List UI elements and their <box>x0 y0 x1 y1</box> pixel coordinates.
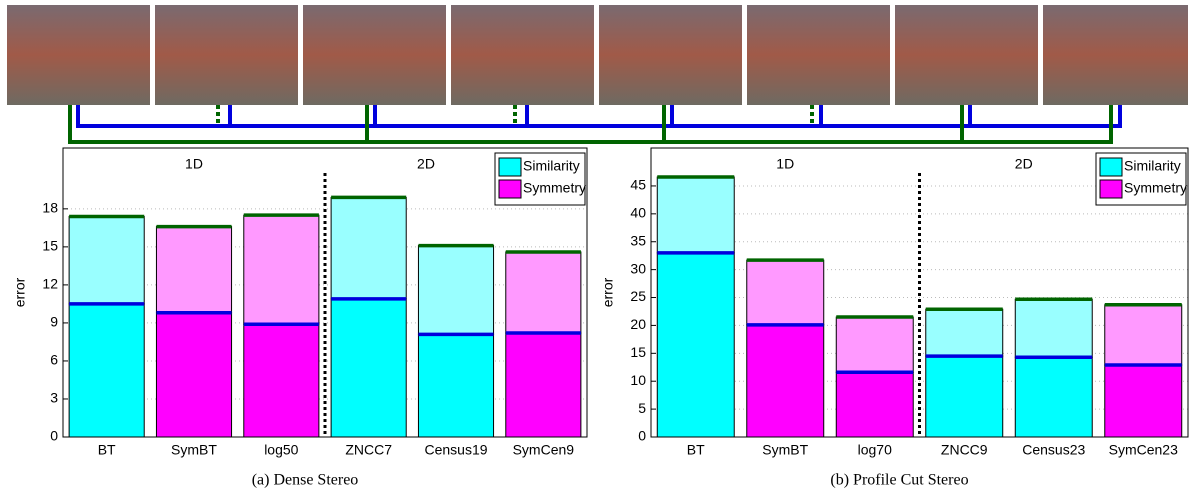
photo <box>599 5 742 105</box>
y-tick-label: 5 <box>638 400 646 416</box>
caption: (a) Dense Stereo <box>252 472 359 489</box>
y-tick-label: 15 <box>630 344 646 360</box>
bar-base <box>156 313 231 437</box>
y-tick-label: 9 <box>50 314 58 330</box>
bar-base <box>244 324 319 437</box>
x-tick-label: SymCen9 <box>513 442 575 458</box>
bar-upper <box>69 216 144 303</box>
bar-base <box>331 299 406 437</box>
photo <box>895 5 1038 105</box>
legend-swatch <box>499 158 521 176</box>
bar-upper <box>331 197 406 298</box>
bar-base <box>747 325 824 437</box>
figure: 0 3 6 9 12 15 18 error BT SymBT log50 ZNCC7 Census19… <box>0 0 1195 493</box>
bar-upper <box>836 317 913 372</box>
x-tick-label: Census23 <box>1022 442 1085 458</box>
x-tick-label: BT <box>98 442 116 458</box>
x-tick-label: SymBT <box>171 442 217 458</box>
y-tick-label: 12 <box>42 276 58 292</box>
photo <box>1043 5 1188 105</box>
y-tick-label: 6 <box>50 352 58 368</box>
bar-base <box>69 304 144 437</box>
x-tick-label: ZNCC9 <box>941 442 988 458</box>
y-tick-label: 45 <box>630 177 646 193</box>
legend-label: Symmetry <box>1124 180 1187 196</box>
group-label: 2D <box>1015 156 1033 172</box>
photos <box>7 5 1188 105</box>
bar-upper <box>1015 299 1092 357</box>
bar-base <box>506 333 581 437</box>
page: {"chart_data":[ {"type":"bar","caption":… <box>0 0 1195 493</box>
y-tick-label: 25 <box>630 288 646 304</box>
y-axis-label: error <box>12 277 28 307</box>
x-tick-label: SymBT <box>762 442 808 458</box>
y-tick-label: 40 <box>630 205 646 221</box>
legend-label: Symmetry <box>523 180 586 196</box>
pair-lines <box>70 105 1120 142</box>
bar-upper <box>747 260 824 325</box>
bar-base <box>1015 357 1092 437</box>
x-tick-label: BT <box>687 442 705 458</box>
bar-upper <box>1105 305 1182 365</box>
bar-base <box>1105 365 1182 437</box>
bar-upper <box>418 246 493 335</box>
legend-swatch <box>1100 180 1122 198</box>
green-pairs <box>70 105 1111 142</box>
bar-upper <box>926 309 1003 356</box>
y-axis-label: error <box>600 277 616 307</box>
bar-base <box>418 334 493 437</box>
y-tick-label: 3 <box>50 390 58 406</box>
group-label: 1D <box>185 156 203 172</box>
legend-swatch <box>499 180 521 198</box>
x-tick-label: Census19 <box>424 442 487 458</box>
bar-upper <box>156 227 231 313</box>
y-tick-label: 0 <box>50 428 58 444</box>
photo <box>451 5 594 105</box>
x-tick-label: log70 <box>858 442 892 458</box>
y-tick-label: 0 <box>638 428 646 444</box>
y-tick-label: 20 <box>630 316 646 332</box>
x-tick-label: SymCen23 <box>1109 442 1178 458</box>
y-tick-label: 35 <box>630 232 646 248</box>
bar-base <box>836 372 913 437</box>
legend-label: Similarity <box>1124 158 1181 174</box>
photo <box>303 5 446 105</box>
bar-upper <box>657 177 734 253</box>
bar-base <box>657 253 734 437</box>
photo <box>7 5 150 105</box>
legend-label: Similarity <box>523 158 580 174</box>
x-tick-label: log50 <box>264 442 298 458</box>
group-label: 2D <box>417 156 435 172</box>
bar-upper <box>244 215 319 324</box>
photo <box>155 5 298 105</box>
bar-upper <box>506 252 581 333</box>
group-label: 1D <box>776 156 794 172</box>
y-tick-label: 10 <box>630 372 646 388</box>
x-tick-label: ZNCC7 <box>345 442 392 458</box>
bar-base <box>926 356 1003 437</box>
y-tick-label: 30 <box>630 260 646 276</box>
y-tick-label: 15 <box>42 238 58 254</box>
y-tick-label: 18 <box>42 200 58 216</box>
legend-swatch <box>1100 158 1122 176</box>
caption: (b) Profile Cut Stereo <box>830 472 968 489</box>
photo <box>747 5 890 105</box>
